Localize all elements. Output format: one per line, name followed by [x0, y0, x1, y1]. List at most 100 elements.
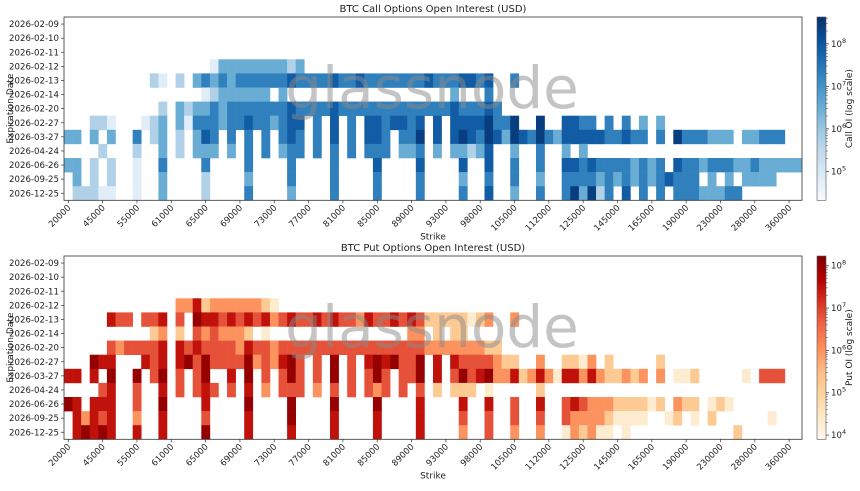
- heatmap-cell: [261, 382, 271, 398]
- heatmap-cell: [252, 298, 262, 313]
- heatmap-cell: [390, 73, 399, 88]
- heatmap-cell: [175, 101, 185, 116]
- x-axis-label: Strike: [420, 232, 446, 242]
- heatmap-cell: [741, 158, 751, 173]
- heatmap-cell: [415, 397, 425, 412]
- heatmap-cell: [767, 158, 777, 173]
- heatmap-cell: [535, 425, 545, 440]
- heatmap-cell: [604, 397, 614, 412]
- x-tick-label: 55000: [116, 203, 142, 229]
- heatmap-cell: [158, 129, 168, 145]
- tick-base: 10: [831, 431, 842, 441]
- heatmap-cell: [158, 368, 168, 384]
- heatmap-cell: [72, 411, 82, 426]
- heatmap-cell: [227, 354, 236, 370]
- heatmap-cell: [587, 115, 597, 131]
- heatmap-cell: [510, 158, 520, 173]
- heatmap-cell: [312, 101, 322, 116]
- heatmap-cell: [287, 382, 296, 398]
- heatmap-cell: [295, 368, 305, 384]
- colorbar-tick-label: 107: [831, 79, 846, 92]
- heatmap-cell: [330, 186, 339, 201]
- heatmap-cell: [261, 354, 271, 370]
- heatmap-cell: [364, 129, 374, 145]
- heatmap-cell: [201, 411, 211, 426]
- heatmap-cell: [390, 101, 399, 116]
- y-tick-label: 2026-03-27: [9, 133, 59, 143]
- heatmap-cell: [493, 354, 502, 370]
- heatmap-cell: [553, 129, 563, 145]
- heatmap-cell: [330, 382, 339, 398]
- heatmap-cell: [707, 172, 717, 187]
- heatmap-cell: [613, 158, 623, 173]
- heatmap-cell: [647, 172, 657, 187]
- heatmap-cell: [244, 298, 254, 313]
- heatmap-cell: [321, 73, 331, 88]
- heatmap-cell: [621, 129, 631, 145]
- heatmap-cell: [372, 368, 382, 384]
- heatmap-cell: [484, 382, 494, 398]
- heatmap-cell: [741, 368, 751, 384]
- heatmap-cell: [381, 382, 391, 398]
- heatmap-cell: [407, 354, 417, 370]
- x-tick-label: 190000: [661, 203, 691, 233]
- heatmap-cell: [484, 312, 494, 327]
- heatmap-cell: [192, 129, 202, 145]
- x-tick-label: 77000: [287, 442, 313, 468]
- y-axis-label: Expiration Date: [6, 73, 16, 144]
- heatmap-cell: [458, 186, 468, 201]
- heatmap-cell: [561, 411, 571, 426]
- x-tick-label: 230000: [695, 203, 725, 233]
- heatmap-cell: [278, 354, 288, 370]
- heatmap-cell: [415, 101, 425, 116]
- heatmap-cell: [175, 340, 185, 355]
- heatmap-cell: [578, 143, 588, 159]
- tick-base: 10: [831, 389, 842, 399]
- heatmap-cell: [733, 425, 743, 440]
- heatmap-cell: [690, 397, 700, 412]
- y-tick-label: 2026-12-25: [9, 189, 59, 199]
- heatmap-cell: [252, 340, 262, 355]
- heatmap-cell: [433, 382, 442, 398]
- heatmap-cell: [287, 59, 296, 74]
- heatmap-cell: [415, 129, 425, 145]
- heatmap-cell: [106, 411, 116, 426]
- heatmap-cell: [484, 143, 494, 159]
- heatmap-cell: [561, 129, 571, 145]
- heatmap-cell: [535, 172, 545, 187]
- heatmap-cell: [630, 368, 640, 384]
- heatmap-cell: [407, 326, 417, 341]
- heatmap-cell: [89, 397, 99, 412]
- heatmap-cell: [407, 143, 417, 159]
- heatmap-cell: [750, 129, 760, 145]
- heatmap-cell: [604, 425, 614, 440]
- heatmap-cell: [158, 73, 168, 88]
- heatmap-cell: [535, 354, 545, 370]
- heatmap-cell: [175, 354, 185, 370]
- heatmap-cell: [587, 172, 597, 187]
- heatmap-cell: [450, 382, 460, 398]
- heatmap-cell: [450, 326, 460, 341]
- heatmap-cell: [458, 129, 468, 145]
- heatmap-cell: [510, 397, 520, 412]
- heatmap-cell: [793, 158, 803, 173]
- heatmap-cell: [287, 172, 296, 187]
- heatmap-cell: [647, 158, 657, 173]
- heatmap-cell: [776, 368, 786, 384]
- heatmap-cell: [759, 158, 768, 173]
- heatmap-cell: [201, 425, 211, 440]
- heatmap-cell: [433, 368, 442, 384]
- heatmap-cell: [578, 129, 588, 145]
- x-tick-label: 77000: [287, 203, 313, 229]
- heatmap-cell: [630, 129, 640, 145]
- heatmap-cell: [269, 340, 279, 355]
- heatmap-cell: [132, 411, 142, 426]
- heatmap-cell: [209, 382, 219, 398]
- heatmap-cell: [407, 101, 417, 116]
- heatmap-cell: [201, 87, 211, 102]
- heatmap-cell: [475, 143, 485, 159]
- heatmap-cell: [244, 411, 254, 426]
- heatmap-cell: [81, 186, 91, 201]
- heatmap-cell: [227, 59, 236, 74]
